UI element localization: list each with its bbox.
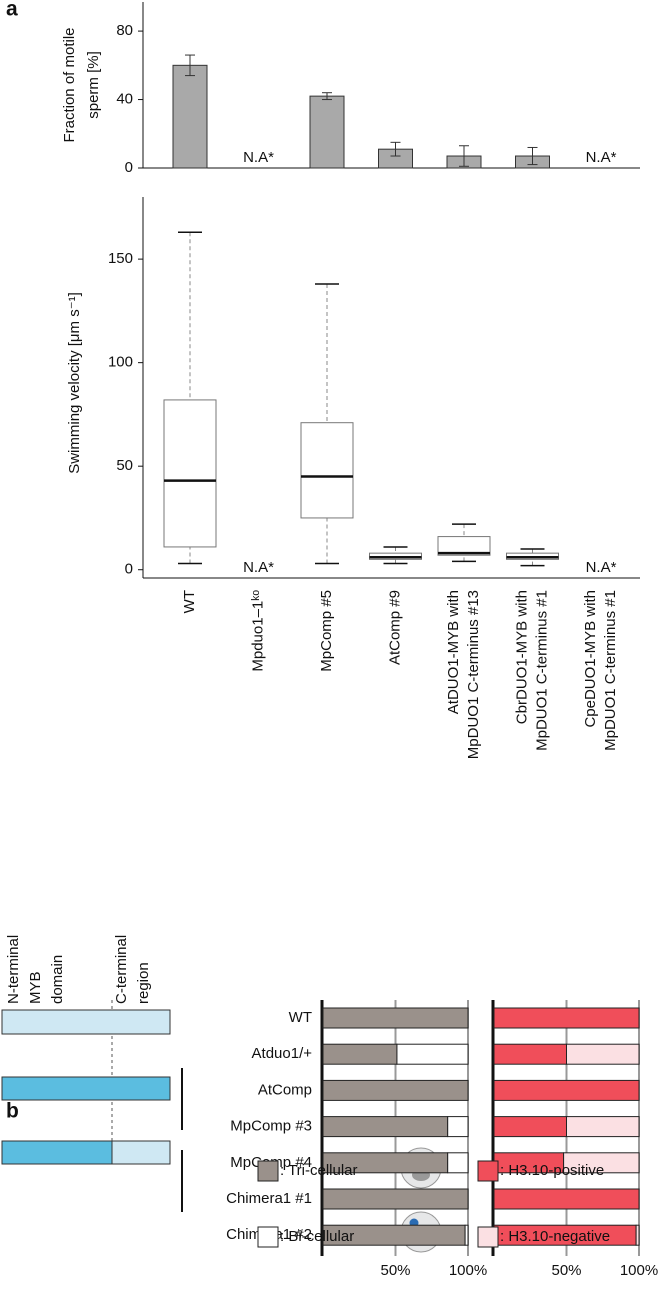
construct bbox=[1, 1076, 171, 1101]
domain-label: domain bbox=[49, 955, 66, 1004]
bar-segment bbox=[322, 1043, 398, 1065]
y-axis-label: Swimming velocity [μm s⁻¹] bbox=[66, 292, 83, 474]
x-tick-label: 100% bbox=[620, 1262, 658, 1279]
legend-swatch bbox=[477, 1226, 499, 1248]
x-tick-label: CpeDUO1-MYB with bbox=[582, 590, 599, 728]
x-tick-label: AtDUO1-MYB with bbox=[445, 590, 462, 714]
domain-label: C-terminal bbox=[113, 935, 130, 1004]
bar-segment bbox=[396, 1043, 469, 1065]
legend-label: : Bi-cellular bbox=[280, 1228, 354, 1245]
y-tick-label: 0 bbox=[125, 159, 133, 176]
bar-segment bbox=[635, 1224, 640, 1246]
y-tick-label: 100 bbox=[108, 354, 133, 371]
x-tick-label: 100% bbox=[449, 1262, 487, 1279]
bar-segment bbox=[322, 1007, 469, 1029]
legend-label: : H3.10-negative bbox=[500, 1228, 610, 1245]
x-tick-label: AtComp #9 bbox=[386, 590, 403, 665]
x-tick-label: 50% bbox=[551, 1262, 581, 1279]
y-tick-label: 50 bbox=[116, 457, 133, 474]
legend-swatch bbox=[257, 1160, 279, 1182]
y-tick-label: 40 bbox=[116, 91, 133, 108]
domain-label: MYB bbox=[27, 971, 44, 1004]
bar bbox=[309, 95, 345, 169]
y-tick-label: MpComp #3 bbox=[230, 1118, 312, 1135]
x-tick-label: MpDUO1 C-terminus #1 bbox=[533, 590, 550, 751]
value-label: N.A* bbox=[243, 149, 274, 166]
value-label: N.A* bbox=[586, 149, 617, 166]
x-tick-label: CbrDUO1-MYB with bbox=[513, 590, 530, 724]
y-tick-label: Atduo1/+ bbox=[252, 1045, 313, 1062]
x-tick-label: MpDUO1 C-terminus #1 bbox=[602, 590, 619, 751]
bar-segment bbox=[493, 1116, 567, 1138]
domain-label: region bbox=[135, 962, 152, 1004]
y-tick-label: 150 bbox=[108, 250, 133, 267]
bar-segment bbox=[322, 1079, 469, 1101]
panel-label: a bbox=[6, 0, 18, 21]
domain-label: N-terminal bbox=[5, 935, 22, 1004]
bar-segment bbox=[493, 1188, 640, 1210]
construct bbox=[1, 1140, 113, 1165]
panel-label: b bbox=[6, 1100, 19, 1123]
bar-segment bbox=[322, 1188, 469, 1210]
bar-segment bbox=[566, 1043, 640, 1065]
bar-segment bbox=[322, 1116, 449, 1138]
y-tick-label: Chimera1 #1 bbox=[226, 1190, 312, 1207]
construct bbox=[1, 1009, 171, 1035]
y-tick-label: WT bbox=[289, 1009, 312, 1026]
legend-swatch bbox=[477, 1160, 499, 1182]
y-axis-label: Fraction of motile bbox=[61, 27, 78, 142]
y-tick-label: AtComp bbox=[258, 1081, 312, 1098]
legend-label: : H3.10-positive bbox=[500, 1162, 604, 1179]
y-tick-label: 0 bbox=[125, 561, 133, 578]
bar-segment bbox=[464, 1224, 469, 1246]
value-label: N.A* bbox=[586, 559, 617, 576]
bar-segment bbox=[493, 1079, 640, 1101]
bar-segment bbox=[447, 1116, 469, 1138]
y-tick-label: 80 bbox=[116, 22, 133, 39]
legend-label: : Tri-cellular bbox=[280, 1162, 358, 1179]
x-tick-label: WT bbox=[181, 590, 198, 613]
bar-segment bbox=[493, 1007, 640, 1029]
construct bbox=[111, 1140, 171, 1165]
box bbox=[437, 536, 491, 556]
box bbox=[163, 399, 217, 548]
x-tick-label: MpDUO1 C-terminus #13 bbox=[465, 590, 482, 759]
bar-segment bbox=[566, 1116, 640, 1138]
x-tick-label: MpComp #5 bbox=[318, 590, 335, 672]
legend-swatch bbox=[257, 1226, 279, 1248]
box bbox=[300, 422, 354, 519]
y-axis-label: sperm [%] bbox=[85, 51, 102, 119]
value-label: N.A* bbox=[243, 559, 274, 576]
x-tick-label: Mpduo1–1ᵏᵒ bbox=[249, 590, 266, 672]
bar-segment bbox=[493, 1043, 567, 1065]
bar-segment bbox=[563, 1152, 640, 1174]
x-tick-label: 50% bbox=[380, 1262, 410, 1279]
bar bbox=[172, 64, 208, 169]
construct-diagrams bbox=[1, 1000, 183, 1212]
bar-segment bbox=[447, 1152, 469, 1174]
